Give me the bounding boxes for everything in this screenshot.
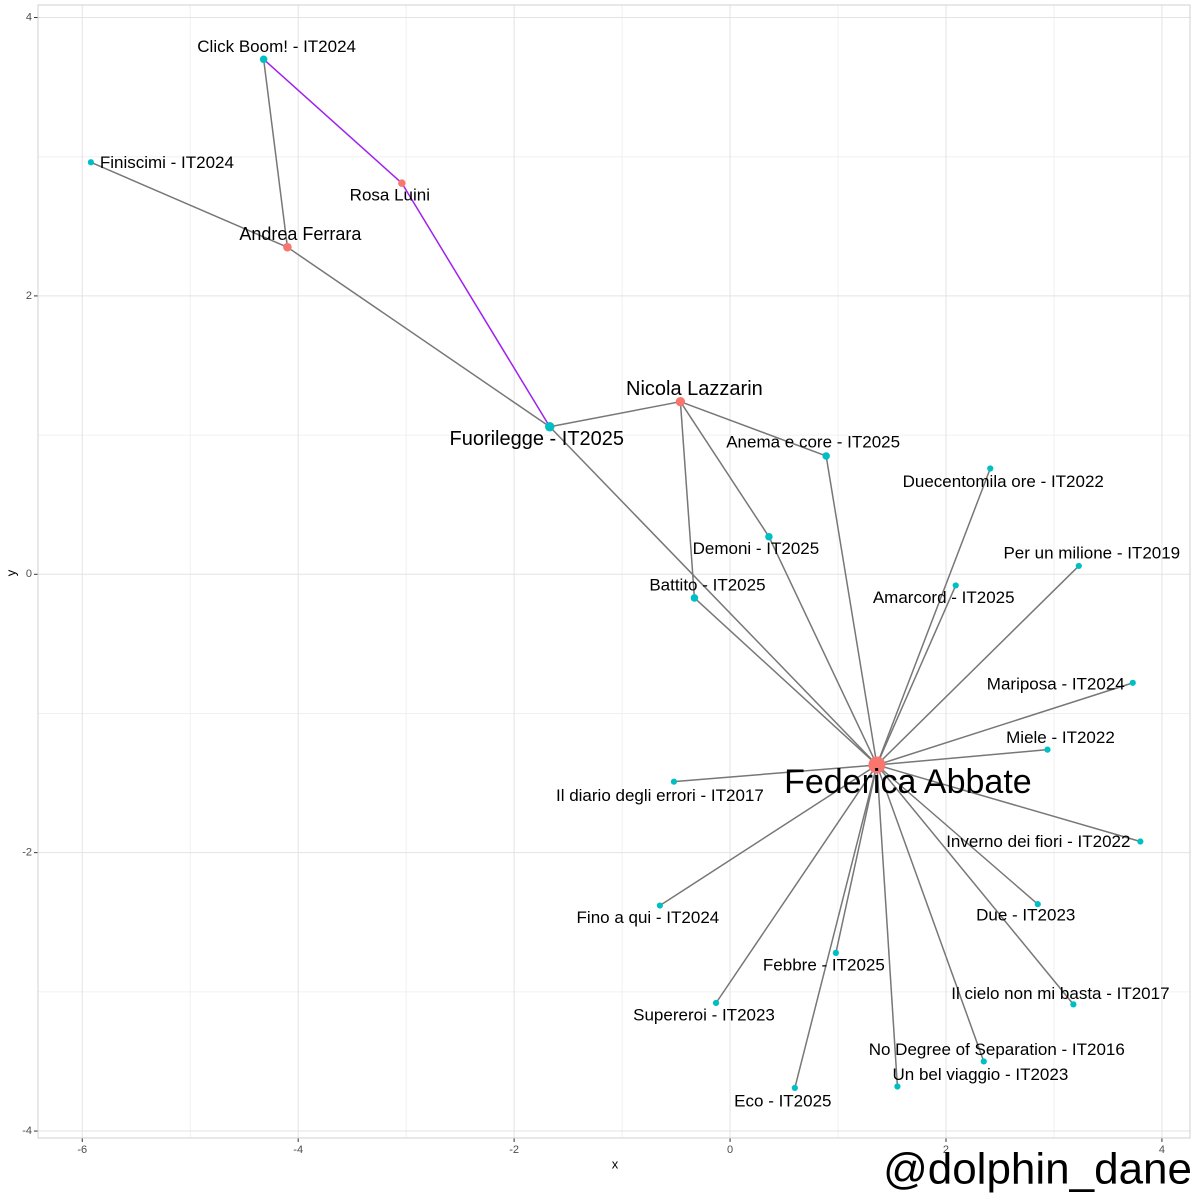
node-label: Inverno dei fiori - IT2022	[946, 832, 1130, 851]
node-label: Nicola Lazzarin	[626, 378, 763, 400]
edge	[693, 597, 878, 766]
edge	[659, 764, 878, 907]
node	[656, 902, 663, 909]
edge	[679, 401, 770, 538]
edge	[794, 764, 878, 1089]
node-label: Per un milione - IT2019	[1003, 543, 1180, 562]
node-label: No Degree of Separation - IT2016	[869, 1040, 1125, 1059]
node	[87, 159, 95, 166]
node-label: Mariposa - IT2024	[987, 674, 1125, 693]
node	[1137, 838, 1144, 845]
node-label: Due - IT2023	[976, 906, 1075, 925]
edge	[825, 455, 878, 766]
node	[791, 1084, 798, 1091]
edge	[673, 764, 877, 783]
node	[868, 756, 886, 774]
labels: Click Boom! - IT2024 Finiscimi - IT2024 Ro…	[100, 37, 1180, 1111]
edge	[768, 536, 878, 766]
node-label: Il cielo non mi basta - IT2017	[951, 984, 1169, 1003]
node	[952, 582, 959, 589]
edge	[262, 59, 289, 248]
node-label: Battito - IT2025	[649, 575, 765, 594]
edge	[680, 400, 827, 457]
node	[398, 179, 406, 187]
y-axis-label: y	[3, 569, 18, 576]
y-tick-label: 0	[26, 568, 32, 580]
node	[1070, 1001, 1077, 1008]
node	[832, 949, 839, 956]
node	[1034, 901, 1041, 908]
node	[822, 452, 830, 460]
node-label: Duecentomila ore - IT2022	[903, 472, 1104, 491]
edge	[876, 764, 1141, 843]
edge	[876, 764, 1074, 1005]
node-label: Finiscimi - IT2024	[100, 153, 234, 172]
edge	[876, 585, 957, 766]
x-tick-label: 0	[727, 1144, 733, 1156]
edge	[401, 182, 551, 428]
node-label: Amarcord - IT2025	[873, 588, 1015, 607]
x-tick-label: 2	[943, 1144, 949, 1156]
node	[259, 55, 268, 64]
node-label: Febbre - IT2025	[763, 955, 885, 974]
x-axis-label: x	[612, 1156, 619, 1171]
edge	[876, 682, 1134, 766]
node-label: Rosa Luini	[350, 186, 430, 205]
node-label: Demoni - IT2025	[693, 539, 820, 558]
edge	[876, 764, 1039, 905]
x-tick-label: 4	[1159, 1144, 1165, 1156]
edge	[286, 246, 551, 428]
node-label: Eco - IT2025	[734, 1091, 831, 1110]
node	[987, 465, 994, 472]
y-tick-label: 4	[26, 11, 32, 23]
edge	[835, 764, 878, 954]
node	[765, 532, 773, 541]
grid: -6 -4 -2 0 2 4 -4 -2 0 2 4	[22, 5, 1190, 1156]
edge	[715, 764, 878, 1004]
edge	[679, 401, 696, 598]
y-tick-label: 2	[26, 290, 32, 302]
x-tick-label: -4	[293, 1144, 303, 1156]
edges	[90, 58, 1141, 1089]
node	[1044, 746, 1051, 753]
x-tick-label: -6	[77, 1144, 87, 1156]
node-label: Il diario degli errori - IT2017	[556, 786, 764, 805]
x-tick-label: -2	[509, 1144, 519, 1156]
node-label: Supereroi - IT2023	[633, 1005, 775, 1024]
node-label: Federica Abbate	[784, 763, 1032, 801]
edge	[876, 748, 1048, 766]
y-tick-label: -4	[22, 1125, 32, 1137]
panel-border	[37, 4, 1191, 1139]
watermark: @dolphin_dane	[883, 1145, 1192, 1194]
node-label: Click Boom! - IT2024	[197, 37, 356, 56]
node	[894, 1083, 901, 1090]
node-label: Fuorilegge - IT2025	[449, 428, 624, 450]
edge	[876, 764, 985, 1062]
node	[675, 396, 686, 407]
node	[670, 778, 678, 785]
edge	[876, 468, 991, 766]
edge	[876, 565, 1080, 766]
node-label: Miele - IT2022	[1006, 728, 1115, 747]
edge	[90, 161, 288, 248]
node-label: Andrea Ferrara	[239, 224, 362, 244]
nodes	[87, 55, 1144, 1091]
node-label: Un bel viaggio - IT2023	[893, 1065, 1069, 1084]
edge	[876, 764, 899, 1087]
edge	[263, 58, 403, 184]
edge	[549, 426, 878, 766]
y-tick-label: -2	[22, 847, 32, 859]
edge	[549, 400, 681, 428]
node-label: Anema e core - IT2025	[726, 432, 900, 451]
node	[712, 999, 720, 1007]
node	[545, 422, 555, 432]
node-label: Fino a qui - IT2024	[577, 908, 720, 927]
node	[1129, 679, 1136, 686]
node	[980, 1058, 987, 1065]
node	[690, 594, 699, 602]
node	[283, 242, 292, 252]
node	[1075, 562, 1082, 570]
